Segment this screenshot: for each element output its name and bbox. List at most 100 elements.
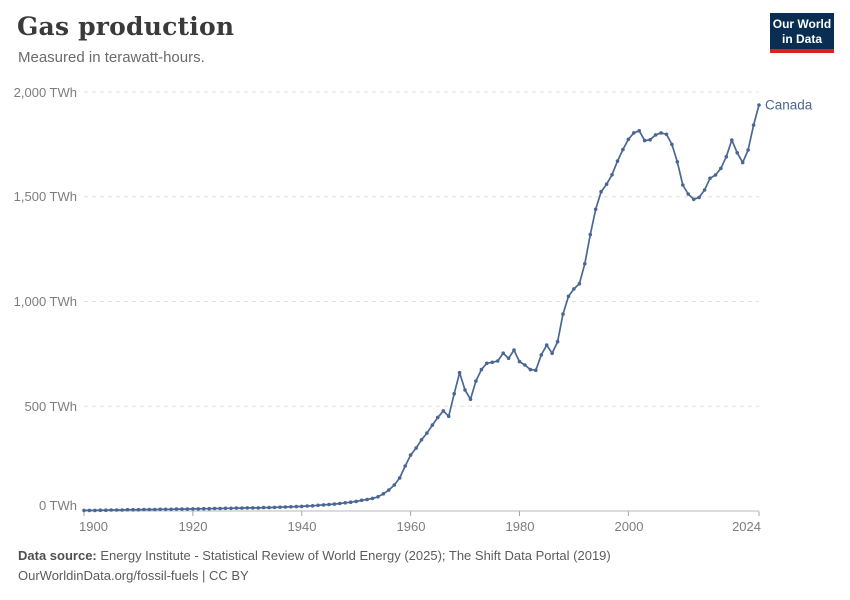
data-point[interactable]: [153, 507, 157, 512]
data-point[interactable]: [512, 348, 516, 352]
data-point[interactable]: [670, 142, 674, 147]
data-point[interactable]: [120, 508, 124, 512]
data-point[interactable]: [212, 506, 217, 511]
data-point[interactable]: [681, 183, 685, 187]
data-point[interactable]: [719, 166, 723, 171]
data-point[interactable]: [163, 507, 168, 512]
data-point[interactable]: [446, 414, 451, 419]
data-point[interactable]: [272, 505, 277, 510]
data-point[interactable]: [202, 506, 206, 511]
data-point[interactable]: [261, 505, 266, 510]
data-point[interactable]: [223, 506, 228, 511]
data-point[interactable]: [757, 103, 761, 107]
data-point[interactable]: [191, 507, 195, 511]
data-point[interactable]: [289, 505, 293, 509]
data-point[interactable]: [604, 182, 609, 186]
data-point[interactable]: [637, 129, 641, 133]
data-point[interactable]: [523, 363, 527, 367]
data-point[interactable]: [534, 368, 538, 373]
data-point[interactable]: [419, 438, 424, 442]
data-point[interactable]: [403, 464, 408, 468]
data-point[interactable]: [387, 488, 391, 492]
owid-url-link[interactable]: OurWorldinData.org/fossil-fuels: [18, 568, 199, 583]
data-point[interactable]: [343, 501, 348, 505]
data-point[interactable]: [506, 356, 511, 361]
data-point[interactable]: [485, 361, 489, 366]
data-point[interactable]: [479, 367, 484, 372]
data-point[interactable]: [615, 159, 620, 163]
data-point[interactable]: [593, 207, 598, 212]
data-point[interactable]: [517, 359, 522, 364]
data-point[interactable]: [539, 353, 544, 357]
data-point[interactable]: [218, 506, 222, 511]
data-point[interactable]: [599, 189, 603, 194]
data-point[interactable]: [321, 503, 326, 507]
data-point[interactable]: [468, 397, 473, 402]
data-point[interactable]: [125, 507, 130, 512]
data-point[interactable]: [338, 501, 342, 506]
data-point[interactable]: [544, 343, 549, 347]
data-point[interactable]: [675, 160, 680, 164]
data-point[interactable]: [648, 138, 652, 142]
data-point[interactable]: [392, 483, 397, 487]
data-point[interactable]: [702, 188, 707, 192]
data-point[interactable]: [267, 505, 271, 510]
data-point[interactable]: [735, 151, 739, 155]
data-point[interactable]: [686, 192, 690, 196]
data-point[interactable]: [169, 507, 173, 512]
data-point[interactable]: [196, 507, 201, 511]
data-point[interactable]: [147, 507, 152, 512]
data-point[interactable]: [136, 507, 141, 512]
data-point[interactable]: [93, 508, 97, 513]
data-point[interactable]: [310, 504, 315, 508]
data-point[interactable]: [294, 504, 299, 509]
data-point[interactable]: [730, 138, 734, 142]
data-point[interactable]: [713, 173, 718, 177]
data-point[interactable]: [365, 497, 369, 502]
data-point[interactable]: [104, 508, 108, 512]
data-point[interactable]: [452, 391, 457, 396]
data-point[interactable]: [245, 506, 250, 510]
data-point[interactable]: [588, 232, 593, 237]
data-point[interactable]: [98, 508, 103, 512]
data-point[interactable]: [724, 154, 729, 159]
data-point[interactable]: [142, 507, 146, 512]
data-point[interactable]: [234, 506, 239, 510]
data-point[interactable]: [425, 431, 429, 435]
data-point[interactable]: [299, 504, 304, 509]
data-point[interactable]: [501, 351, 506, 356]
data-point[interactable]: [370, 496, 375, 501]
data-point[interactable]: [316, 503, 320, 508]
data-point[interactable]: [577, 281, 582, 286]
data-point[interactable]: [185, 507, 190, 511]
data-point[interactable]: [751, 123, 756, 127]
data-point[interactable]: [251, 506, 255, 510]
data-point[interactable]: [583, 262, 587, 266]
data-point[interactable]: [610, 173, 614, 177]
data-point[interactable]: [327, 502, 331, 507]
data-point[interactable]: [528, 367, 533, 372]
data-point[interactable]: [158, 507, 162, 512]
data-point[interactable]: [256, 506, 261, 510]
owid-logo[interactable]: Our World in Data: [770, 13, 834, 53]
data-point[interactable]: [82, 508, 86, 513]
data-point[interactable]: [632, 131, 636, 135]
data-point[interactable]: [561, 312, 565, 316]
data-point[interactable]: [550, 351, 554, 356]
data-point[interactable]: [348, 500, 353, 505]
data-point[interactable]: [708, 176, 712, 181]
data-point[interactable]: [697, 195, 701, 200]
data-point[interactable]: [332, 502, 337, 506]
data-point[interactable]: [207, 506, 211, 511]
data-point[interactable]: [566, 294, 571, 299]
data-point[interactable]: [495, 359, 500, 363]
data-point[interactable]: [381, 492, 386, 496]
data-point[interactable]: [457, 370, 462, 375]
data-point[interactable]: [131, 507, 135, 512]
data-point[interactable]: [746, 148, 750, 152]
data-point[interactable]: [414, 446, 418, 450]
data-point[interactable]: [555, 339, 560, 344]
data-point[interactable]: [642, 138, 647, 143]
data-point[interactable]: [490, 360, 495, 365]
